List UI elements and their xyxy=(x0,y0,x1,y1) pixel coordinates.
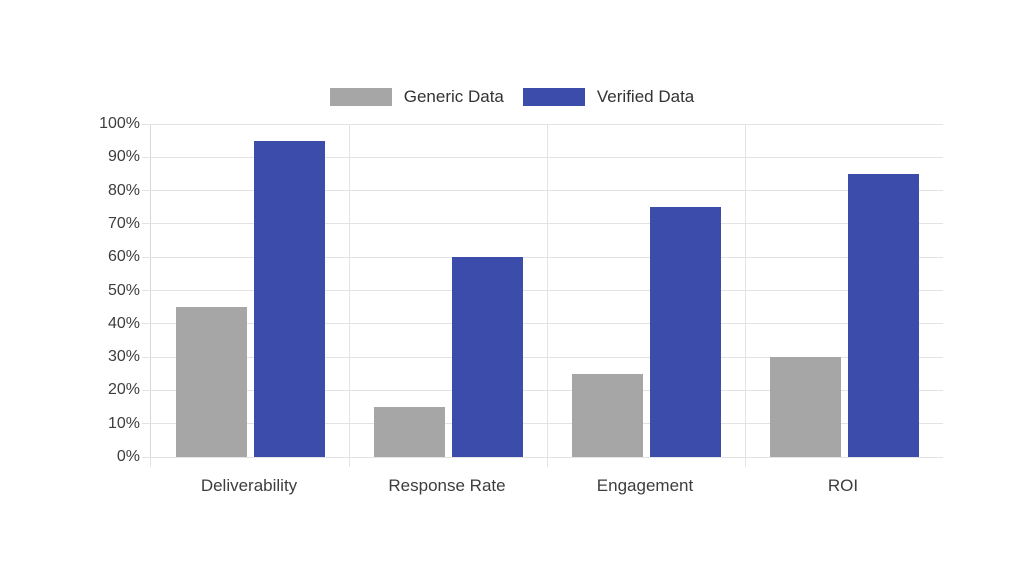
y-tick-label: 50% xyxy=(107,281,140,299)
x-category-label: ROI xyxy=(827,476,859,495)
gridline-h xyxy=(142,223,943,225)
y-tick-label: 90% xyxy=(107,148,140,166)
legend-swatch-generic-icon xyxy=(329,88,392,106)
gridline-h xyxy=(142,456,943,458)
bar-generic-data-engagement[interactable] xyxy=(571,373,643,457)
bar-verified-data-engagement[interactable] xyxy=(649,207,721,457)
bar-verified-data-response-rate[interactable] xyxy=(451,257,523,457)
y-tick-label: 80% xyxy=(107,181,140,199)
y-tick-label: 30% xyxy=(107,348,140,366)
x-category-label: Deliverability xyxy=(200,476,298,495)
gridline-h xyxy=(142,323,943,325)
gridline-h xyxy=(142,190,943,192)
y-tick-label: 10% xyxy=(107,414,140,432)
gridline-h xyxy=(142,356,943,358)
legend-swatch-verified-icon xyxy=(522,88,585,106)
gridline-h xyxy=(142,423,943,425)
x-category-label: Response Rate xyxy=(388,476,506,495)
gridline-h xyxy=(142,290,943,291)
gridline-h xyxy=(142,389,943,391)
x-category-label: Engagement xyxy=(596,476,694,495)
plot-area xyxy=(142,123,943,467)
chart-legend: Generic Data Verified Data xyxy=(0,87,1024,107)
bar-generic-data-roi[interactable] xyxy=(769,357,841,457)
gridline-v xyxy=(744,124,746,467)
y-tick-label: 40% xyxy=(107,314,140,332)
y-tick-label: 70% xyxy=(107,214,140,232)
legend-item-verified-data[interactable]: Verified Data xyxy=(522,87,695,107)
axis-tick xyxy=(150,457,151,467)
legend-label-verified: Verified Data xyxy=(596,87,695,106)
gridline-v xyxy=(546,124,548,467)
bar-generic-data-response-rate[interactable] xyxy=(373,407,445,457)
y-tick-label: 100% xyxy=(99,115,140,132)
y-tick-label: 60% xyxy=(107,248,140,266)
legend-item-generic-data[interactable]: Generic Data xyxy=(329,87,504,107)
bar-generic-data-deliverability[interactable] xyxy=(175,307,247,457)
gridline-h xyxy=(142,123,943,125)
gridline-h xyxy=(142,156,943,158)
gridline-h xyxy=(142,256,943,258)
y-tick-label: 0% xyxy=(116,448,140,465)
gridline-v xyxy=(348,124,350,467)
bar-verified-data-deliverability[interactable] xyxy=(253,140,325,457)
y-tick-label: 20% xyxy=(107,381,140,399)
bar-verified-data-roi[interactable] xyxy=(847,173,919,457)
legend-label-generic: Generic Data xyxy=(403,87,504,106)
